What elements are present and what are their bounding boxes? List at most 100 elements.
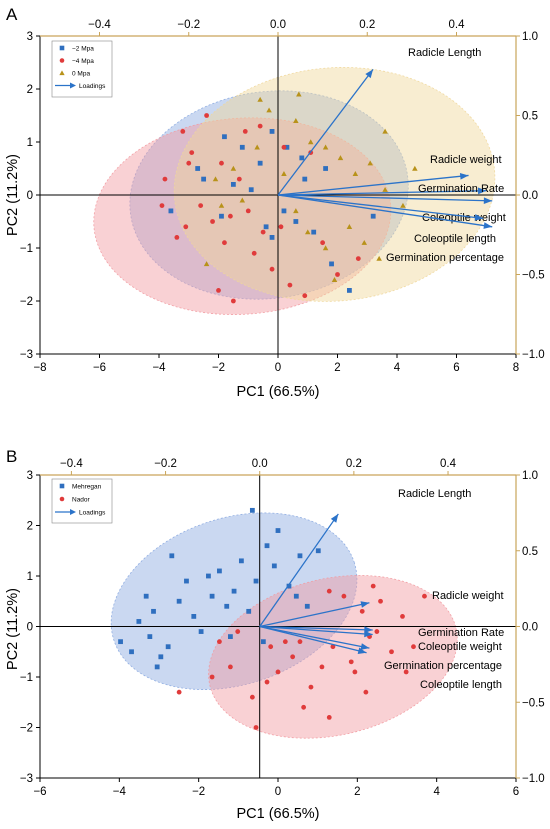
loading-arrowhead — [360, 643, 370, 650]
x-tick-label: 4 — [394, 362, 401, 374]
score-point — [257, 96, 263, 102]
x-tick-label: 0 — [275, 362, 281, 374]
loading-arrowhead — [364, 626, 373, 634]
score-point — [323, 166, 328, 171]
legend-marker — [59, 58, 65, 63]
loading-label: Germination Rate — [418, 183, 504, 195]
score-point — [230, 165, 237, 171]
score-point — [287, 282, 293, 288]
score-point — [269, 266, 275, 272]
score-point — [224, 603, 230, 609]
score-point — [264, 543, 270, 549]
score-point — [337, 155, 344, 161]
score-point — [281, 208, 287, 214]
score-point — [183, 224, 189, 230]
score-point — [382, 128, 388, 134]
loading-arrowhead — [459, 172, 469, 180]
y-tick-label: −1 — [20, 243, 33, 255]
score-point — [361, 239, 368, 245]
score-point — [422, 593, 427, 599]
loading-arrowhead — [483, 222, 493, 229]
score-point — [382, 186, 388, 192]
score-point — [191, 614, 197, 619]
legend-label: Mehregan — [72, 484, 102, 491]
panel-letter: A — [6, 5, 18, 24]
score-point — [304, 229, 311, 235]
score-point — [216, 288, 221, 293]
y-tick-label: 1 — [27, 571, 33, 583]
legend-label: Loadings — [79, 83, 106, 90]
score-point — [257, 123, 263, 129]
score-point — [245, 208, 251, 214]
score-point — [311, 229, 317, 235]
score-point — [186, 160, 192, 166]
y-tick-label: 3 — [27, 31, 33, 43]
loading-arrow — [259, 513, 339, 627]
score-point — [376, 255, 382, 261]
score-point — [184, 578, 189, 584]
x-tick-label: 0 — [275, 786, 281, 798]
score-point — [293, 593, 299, 599]
score-point — [278, 224, 284, 230]
x-tick-label: 2 — [354, 786, 360, 798]
confidence-ellipse — [93, 117, 392, 315]
score-point — [222, 240, 227, 246]
score-point — [374, 629, 380, 634]
loading-arrow — [259, 602, 370, 628]
y-tick-label: −3 — [20, 349, 33, 361]
score-point — [159, 203, 165, 209]
score-point — [308, 684, 314, 690]
score-point — [253, 725, 259, 730]
score-point — [219, 213, 224, 219]
right-tick-label: −1.0 — [522, 773, 545, 785]
score-point — [370, 213, 376, 219]
legend-arrowhead — [70, 509, 76, 515]
x-tick-label: −4 — [152, 362, 166, 374]
loading-arrow — [259, 625, 370, 649]
score-point — [176, 689, 182, 695]
loading-arrow — [277, 190, 487, 196]
score-point — [253, 578, 259, 584]
score-point — [168, 208, 174, 214]
score-point — [209, 674, 215, 680]
score-point — [326, 588, 332, 594]
score-point — [231, 588, 237, 594]
score-point — [212, 176, 219, 182]
loading-arrow — [259, 625, 367, 654]
y-tick-label: 0 — [27, 622, 33, 634]
score-point — [412, 165, 418, 171]
score-point — [219, 160, 224, 166]
score-point — [204, 113, 210, 118]
top-tick-label: 0.2 — [359, 19, 375, 31]
score-point — [411, 644, 416, 650]
score-point — [257, 160, 263, 166]
score-point — [346, 224, 353, 230]
loading-label: Germination percentage — [384, 660, 502, 672]
score-point — [217, 568, 222, 574]
loading-arrowhead — [360, 601, 370, 608]
score-point — [147, 634, 153, 639]
score-point — [290, 654, 296, 660]
x-axis-title: PC1 (66.5%) — [236, 806, 319, 822]
score-point — [176, 598, 182, 604]
right-tick-label: 0.0 — [522, 190, 538, 202]
x-tick-label: −6 — [93, 362, 106, 374]
top-tick-label: 0.4 — [440, 458, 457, 470]
score-point — [378, 598, 383, 604]
score-point — [315, 548, 321, 554]
right-tick-label: 0.0 — [522, 622, 538, 634]
score-point — [293, 219, 299, 224]
x-tick-label: 8 — [513, 362, 519, 374]
right-tick-label: 0.5 — [522, 546, 538, 558]
score-point — [389, 649, 394, 655]
y-tick-label: 0 — [27, 190, 33, 202]
loading-arrowhead — [357, 647, 367, 654]
legend-marker — [59, 496, 65, 502]
score-point — [228, 664, 233, 670]
score-point — [275, 528, 281, 533]
score-point — [198, 629, 204, 634]
loading-arrow — [277, 194, 493, 228]
top-tick-label: 0.0 — [270, 19, 286, 31]
score-point — [228, 634, 233, 639]
loading-label: Radicle weight — [430, 154, 502, 166]
